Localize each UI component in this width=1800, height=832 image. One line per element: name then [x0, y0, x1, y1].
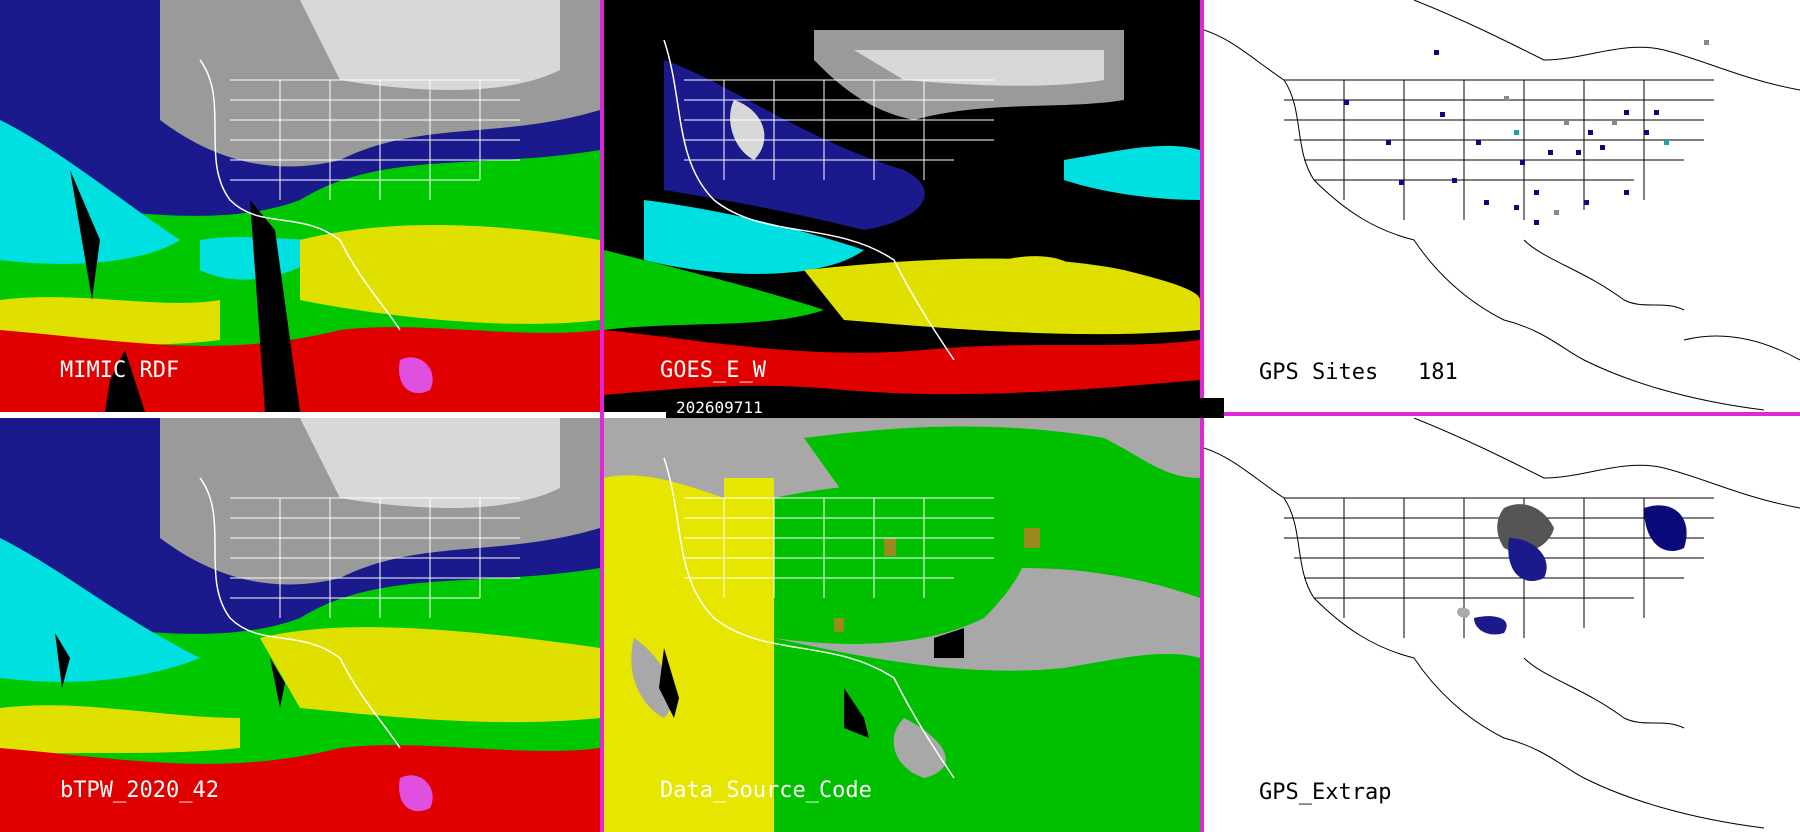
panel-btpw: [0, 418, 600, 832]
gps-sites-count: 181: [1417, 360, 1458, 385]
gps-sites-map: [1204, 0, 1800, 412]
mimic-map: [0, 0, 600, 412]
gps-sites-label: GPS Sites 181: [1259, 360, 1458, 385]
panel-mimic-rdf: [0, 0, 600, 412]
vertical-divider-1: [600, 0, 604, 832]
goes-e-w-label: GOES_E_W: [660, 358, 766, 383]
data-source-map: [604, 418, 1200, 832]
panel-goes-e-w: [604, 0, 1200, 412]
gps-extrap-label: GPS_Extrap: [1259, 780, 1392, 805]
btpw-map: [0, 418, 600, 832]
horizontal-divider: [1204, 412, 1800, 416]
goes-map: [604, 0, 1200, 412]
timestamp-bar: 202609711: [666, 398, 1224, 418]
gps-extrap-map: [1204, 418, 1800, 832]
panel-gps-sites: GPS Sites 181: [1204, 0, 1800, 412]
panel-data-source-code: [604, 418, 1200, 832]
gps-site-markers: [1344, 40, 1709, 225]
btpw-label: bTPW_2020_42: [60, 778, 219, 803]
mimic-rdf-label: MIMIC RDF: [60, 358, 180, 383]
gps-extrap-fields: [1456, 504, 1687, 635]
data-source-code-label: Data_Source_Code: [660, 778, 872, 803]
panel-gps-extrap: GPS_Extrap: [1204, 418, 1800, 832]
